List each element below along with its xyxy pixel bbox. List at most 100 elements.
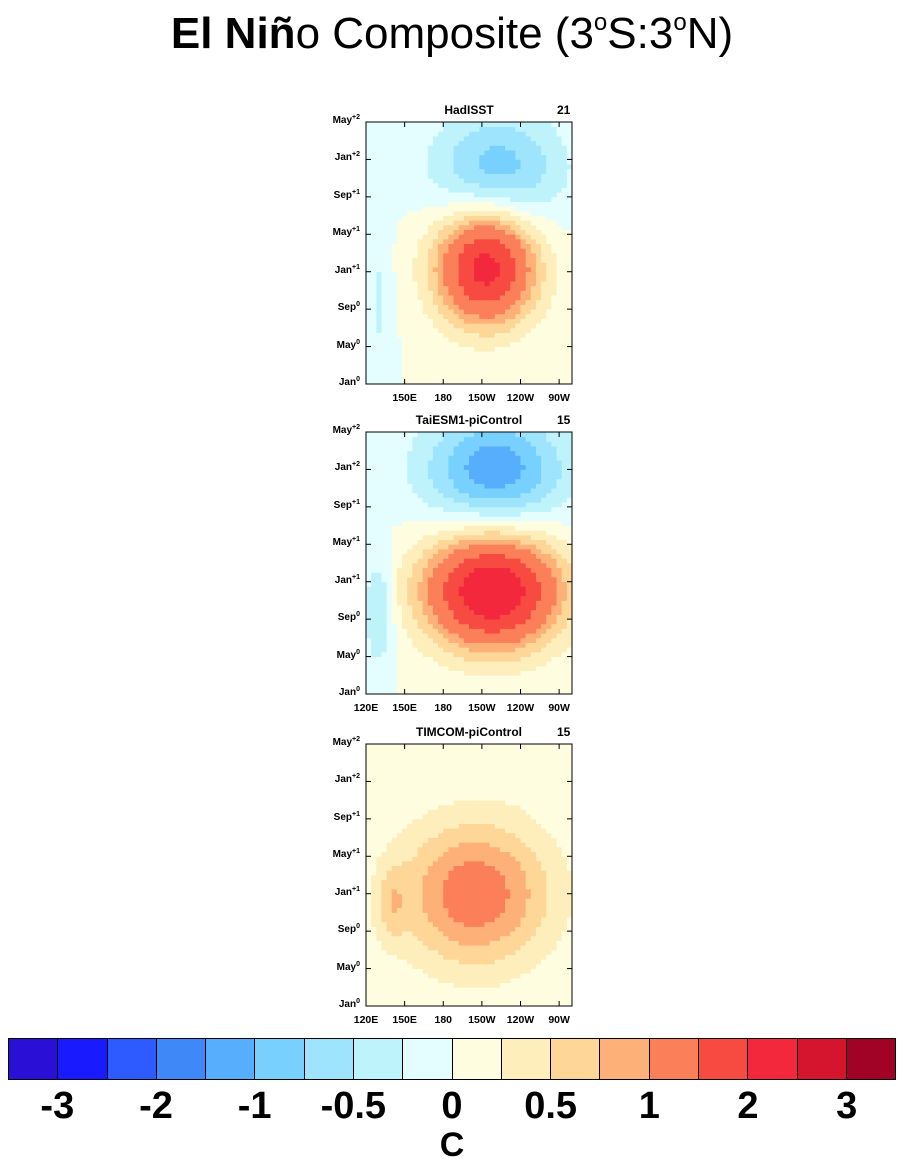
heatmap-cell (381, 758, 387, 764)
heatmap-cell (386, 637, 393, 643)
heatmap-cell (391, 903, 398, 909)
heatmap-cell (376, 154, 382, 160)
heatmap-cell (391, 982, 398, 988)
y-tick-month: Sep (337, 612, 357, 624)
heatmap-cell (366, 285, 372, 291)
heatmap-cell (432, 432, 439, 438)
heatmap-cell (422, 577, 429, 583)
heatmap-cell (396, 455, 403, 461)
heatmap-cell (391, 959, 398, 965)
heatmap-cell (402, 262, 408, 268)
heatmap-cell (566, 469, 573, 475)
heatmap-cell (396, 337, 403, 343)
heatmap-cell (474, 609, 480, 615)
heatmap-cell (551, 187, 557, 193)
heatmap-cell (417, 154, 424, 160)
heatmap-cell (484, 173, 490, 179)
heatmap-cell (391, 577, 398, 583)
heatmap-cell (371, 670, 377, 676)
heatmap-cell (556, 136, 563, 142)
heatmap-cell (366, 949, 372, 955)
heatmap-cell (422, 164, 429, 170)
heatmap-cell (566, 210, 573, 216)
heatmap-cell (515, 577, 521, 583)
heatmap-cell (535, 206, 542, 212)
heatmap-cell (546, 488, 552, 494)
heatmap-cell (422, 469, 429, 475)
heatmap-cell (366, 455, 372, 461)
heatmap-cell (458, 276, 465, 282)
heatmap-cell (463, 581, 470, 587)
heatmap-cell (546, 281, 552, 287)
heatmap-cell (510, 520, 516, 526)
heatmap-cell (479, 234, 485, 240)
heatmap-cell (448, 469, 454, 475)
heatmap-cell (463, 341, 470, 347)
heatmap-cell (448, 309, 454, 315)
heatmap-cell (391, 506, 398, 512)
heatmap-cell (556, 234, 563, 240)
heatmap-cell (386, 506, 393, 512)
heatmap-cell (432, 295, 439, 301)
heatmap-cell (443, 182, 449, 188)
heatmap-cell (515, 360, 521, 366)
heatmap-cell (417, 374, 424, 380)
heatmap-cell (510, 229, 516, 235)
heatmap-cell (484, 248, 490, 254)
heatmap-cell (520, 173, 527, 179)
heatmap-cell (438, 126, 444, 132)
heatmap-cell (402, 558, 408, 564)
heatmap-cell (422, 276, 429, 282)
heatmap-cell (417, 572, 424, 578)
heatmap-cell (438, 210, 444, 216)
heatmap-cell (541, 262, 547, 268)
heatmap-cell (381, 605, 387, 611)
heatmap-cell (541, 318, 547, 324)
heatmap-cell (448, 525, 454, 531)
heatmap-cell (515, 661, 521, 667)
heatmap-cell (566, 483, 573, 489)
heatmap-cell (391, 670, 398, 676)
heatmap-cell (376, 122, 382, 128)
heatmap-cell (474, 497, 480, 503)
heatmap-cell (510, 290, 516, 296)
heatmap-cell (463, 299, 470, 305)
heatmap-cell (448, 684, 454, 690)
heatmap-cell (422, 168, 429, 174)
heatmap-cell (505, 126, 511, 132)
heatmap-cell (407, 478, 413, 484)
heatmap-cell (391, 818, 398, 824)
heatmap-cell (463, 145, 470, 151)
heatmap-cell (443, 478, 449, 484)
heatmap-cell (443, 446, 449, 452)
heatmap-cell (546, 145, 552, 151)
heatmap-cell (407, 318, 413, 324)
heatmap-cell (556, 609, 563, 615)
heatmap-cell (510, 248, 516, 254)
heatmap-cell (407, 651, 413, 657)
heatmap-cell (402, 530, 408, 536)
heatmap-cell (396, 248, 403, 254)
heatmap-cell (479, 164, 485, 170)
heatmap-cell (391, 628, 398, 634)
heatmap-cell (376, 814, 382, 820)
heatmap-cell (391, 633, 398, 639)
heatmap-cell (499, 623, 506, 629)
heatmap-cell (530, 262, 537, 268)
heatmap-cell (407, 346, 413, 352)
heatmap-cell (499, 243, 506, 249)
heatmap-cell (541, 464, 547, 470)
heatmap-cell (443, 436, 449, 442)
heatmap-cell (489, 140, 496, 146)
heatmap-cell (366, 633, 372, 639)
heatmap-cell (386, 563, 393, 569)
heatmap-cell (474, 248, 480, 254)
heatmap-cell (499, 318, 506, 324)
heatmap-cell (566, 642, 573, 648)
chart-title: El Niño Composite (3oS:3oN) (0, 4, 904, 64)
heatmap-cell (474, 548, 480, 555)
heatmap-cell (494, 525, 501, 531)
heatmap-cell (443, 131, 449, 137)
heatmap-cell (376, 591, 382, 597)
heatmap-cell (566, 675, 573, 681)
